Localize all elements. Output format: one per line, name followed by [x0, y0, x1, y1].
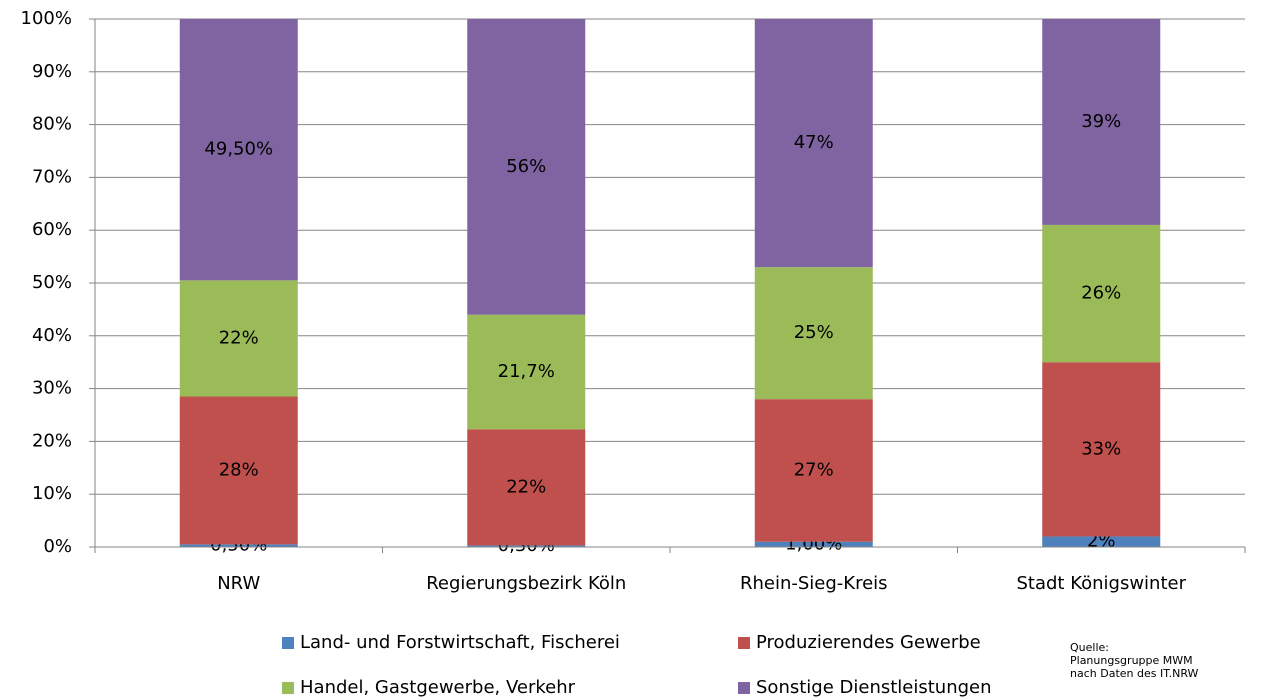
bar-segment	[754, 541, 873, 547]
y-tick-label: 60%	[32, 219, 72, 240]
y-tick-label: 10%	[32, 483, 72, 504]
value-label: 56%	[506, 156, 546, 177]
value-label: 22%	[506, 476, 546, 497]
y-tick-label: 100%	[21, 8, 72, 29]
source-note: nach Daten des IT.NRW	[1070, 667, 1199, 680]
bar-segment	[467, 19, 586, 315]
value-label: 47%	[794, 132, 834, 153]
bar-segment	[467, 545, 586, 547]
legend-label: Sonstige Dienstleistungen	[756, 677, 992, 698]
legend-swatch	[282, 682, 294, 694]
bar-segment	[1042, 19, 1161, 225]
legend-label: Produzierendes Gewerbe	[756, 632, 981, 653]
y-tick-label: 30%	[32, 378, 72, 399]
value-label: 27%	[794, 459, 834, 480]
y-tick-label: 70%	[32, 166, 72, 187]
bar-segment	[467, 429, 586, 546]
legend-label: Handel, Gastgewerbe, Verkehr	[300, 677, 576, 698]
bar-segment	[467, 314, 586, 430]
value-label: 49,50%	[204, 139, 273, 160]
bar-segment	[1042, 224, 1161, 363]
y-tick-label: 0%	[43, 536, 72, 557]
bar-segment	[1042, 536, 1161, 547]
value-label: 39%	[1081, 111, 1121, 132]
value-label: 26%	[1081, 283, 1121, 304]
y-tick-label: 40%	[32, 325, 72, 346]
legend-swatch	[282, 637, 294, 649]
bar-segment	[1042, 362, 1161, 537]
bar-segment	[179, 19, 298, 281]
source-note: Quelle:	[1070, 641, 1109, 654]
bar-segment	[179, 280, 298, 397]
y-tick-label: 80%	[32, 114, 72, 135]
value-label: 22%	[219, 327, 259, 348]
y-tick-label: 90%	[32, 61, 72, 82]
value-label: 25%	[794, 322, 834, 343]
bar-segment	[754, 399, 873, 542]
y-tick-label: 20%	[32, 430, 72, 451]
legend-swatch	[738, 637, 750, 649]
x-tick-label: NRW	[217, 573, 260, 594]
x-tick-label: Regierungsbezirk Köln	[426, 573, 626, 594]
value-label: 28%	[219, 459, 259, 480]
bar-segment	[179, 396, 298, 545]
legend-label: Land- und Forstwirtschaft, Fischerei	[300, 632, 620, 653]
value-label: 33%	[1081, 438, 1121, 459]
source-note: Planungsgruppe MWM	[1070, 654, 1193, 667]
bar-segment	[754, 267, 873, 400]
x-tick-label: Stadt Königswinter	[1016, 573, 1186, 594]
bar-segment	[179, 544, 298, 547]
value-label: 21,7%	[498, 361, 555, 382]
legend-swatch	[738, 682, 750, 694]
bar-segment	[754, 19, 873, 268]
x-tick-label: Rhein-Sieg-Kreis	[740, 573, 888, 594]
y-tick-label: 50%	[32, 272, 72, 293]
